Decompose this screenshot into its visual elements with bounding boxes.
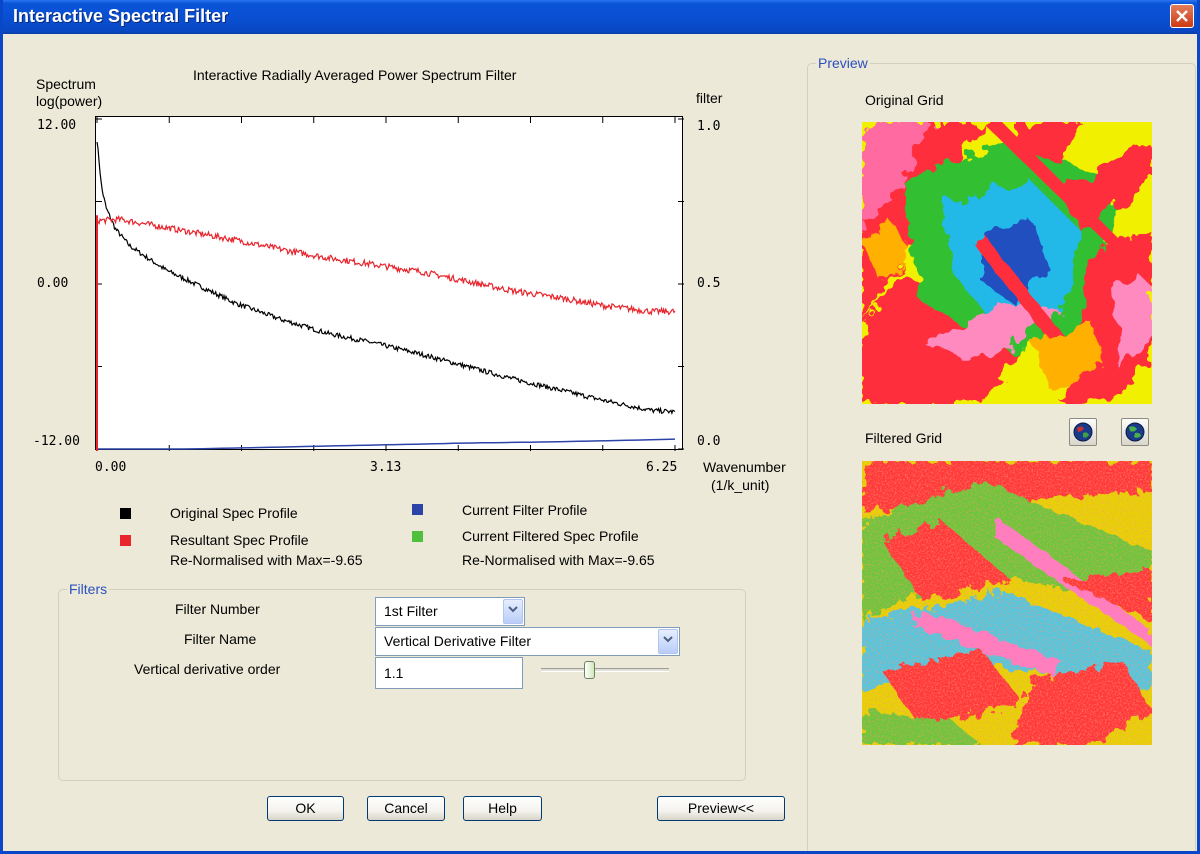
legend-label-current-filter: Current Filter Profile: [462, 502, 588, 518]
x-tick-label: 6.25: [646, 460, 678, 475]
x-tick-label: 0.00: [95, 460, 127, 475]
spectrum-plot[interactable]: [95, 116, 684, 451]
original-grid-map: [862, 122, 1152, 404]
cancel-button[interactable]: Cancel: [367, 796, 445, 821]
filtered-grid-image: [862, 461, 1152, 745]
y-left-tick-label: 12.00: [37, 118, 77, 133]
renorm-text-filtered: Re-Normalised with Max=-9.65: [462, 552, 655, 568]
x-tick-label: 3.13: [370, 460, 402, 475]
legend-label-original: Original Spec Profile: [170, 505, 298, 521]
preview-group-title: Preview: [818, 55, 868, 71]
original-grid-image: [862, 122, 1152, 404]
globe-icon: [1073, 422, 1093, 442]
legend-label-filtered: Current Filtered Spec Profile: [462, 528, 639, 544]
spectrum-plot-canvas: [96, 117, 684, 451]
x-axis-label-unit: (1/k_unit): [711, 477, 770, 493]
filter-number-value: 1st Filter: [384, 603, 438, 619]
window-title: Interactive Spectral Filter: [13, 6, 229, 26]
filter-name-dropdown[interactable]: Vertical Derivative Filter: [375, 627, 680, 656]
preview-toggle-button[interactable]: Preview<<: [657, 796, 785, 821]
y-right-axis-label: filter: [696, 90, 723, 106]
preview-group: Preview: [807, 55, 1196, 851]
close-button[interactable]: [1170, 4, 1194, 28]
y-left-axis-label: Spectrum: [36, 76, 96, 92]
filter-number-label: Filter Number: [175, 601, 260, 617]
filter-name-value: Vertical Derivative Filter: [384, 633, 532, 649]
y-left-tick-label: 0.00: [37, 276, 69, 291]
series-line-resultant: [96, 214, 676, 316]
title-bar[interactable]: Interactive Spectral Filter: [3, 0, 1197, 34]
legend-swatch-current-filter: [412, 504, 423, 515]
legend-swatch-resultant: [120, 535, 131, 546]
chevron-down-icon: [508, 606, 518, 613]
order-value: 1.1: [384, 665, 404, 681]
order-label: Vertical derivative order: [134, 661, 281, 677]
chevron-down-icon: [663, 636, 673, 643]
y-right-tick-label: 1.0: [697, 119, 721, 134]
y-left-tick-label: -12.00: [33, 434, 80, 449]
legend-swatch-original: [120, 508, 131, 519]
y-right-tick-label: 0.5: [697, 276, 721, 291]
filter-number-dropdown-arrow[interactable]: [503, 599, 523, 624]
order-slider-thumb[interactable]: [584, 661, 595, 679]
globe-view-button-2[interactable]: [1121, 418, 1149, 446]
filtered-grid-map: [862, 461, 1152, 745]
plot-ticks: [96, 117, 684, 451]
legend-swatch-filtered: [412, 531, 423, 542]
filter-number-dropdown[interactable]: 1st Filter: [375, 597, 525, 626]
original-grid-label: Original Grid: [865, 92, 944, 108]
help-button[interactable]: Help: [463, 796, 542, 821]
y-left-axis-label-unit: log(power): [36, 93, 103, 109]
renorm-text-resultant: Re-Normalised with Max=-9.65: [170, 552, 363, 568]
plot-title: Interactive Radially Averaged Power Spec…: [193, 67, 517, 83]
y-right-tick-label: 0.0: [697, 434, 721, 449]
filter-name-label: Filter Name: [184, 631, 257, 647]
globe-icon: [1125, 422, 1145, 442]
filters-group: Filters: [58, 581, 746, 781]
filtered-grid-label: Filtered Grid: [865, 430, 943, 446]
filters-group-title: Filters: [69, 581, 108, 597]
series-line-current-filter: [97, 438, 676, 450]
order-slider-track[interactable]: [541, 668, 669, 672]
close-icon: [1176, 10, 1188, 22]
globe-view-button-1[interactable]: [1069, 418, 1097, 446]
legend-label-resultant: Resultant Spec Profile: [170, 532, 309, 548]
filter-name-dropdown-arrow[interactable]: [658, 629, 678, 654]
series-line-original: [96, 141, 676, 416]
x-axis-label: Wavenumber: [703, 459, 786, 475]
ok-button[interactable]: OK: [267, 796, 344, 821]
order-input[interactable]: 1.1: [375, 657, 523, 689]
